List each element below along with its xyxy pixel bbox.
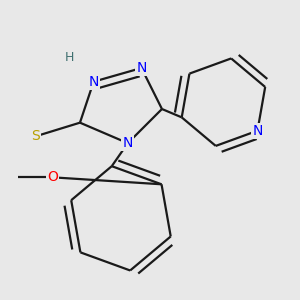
Text: N: N <box>123 136 133 150</box>
Text: O: O <box>47 170 58 184</box>
Text: H: H <box>65 51 74 64</box>
Text: S: S <box>31 129 40 143</box>
Text: N: N <box>252 124 263 138</box>
Text: N: N <box>88 75 99 89</box>
Text: N: N <box>136 61 147 75</box>
